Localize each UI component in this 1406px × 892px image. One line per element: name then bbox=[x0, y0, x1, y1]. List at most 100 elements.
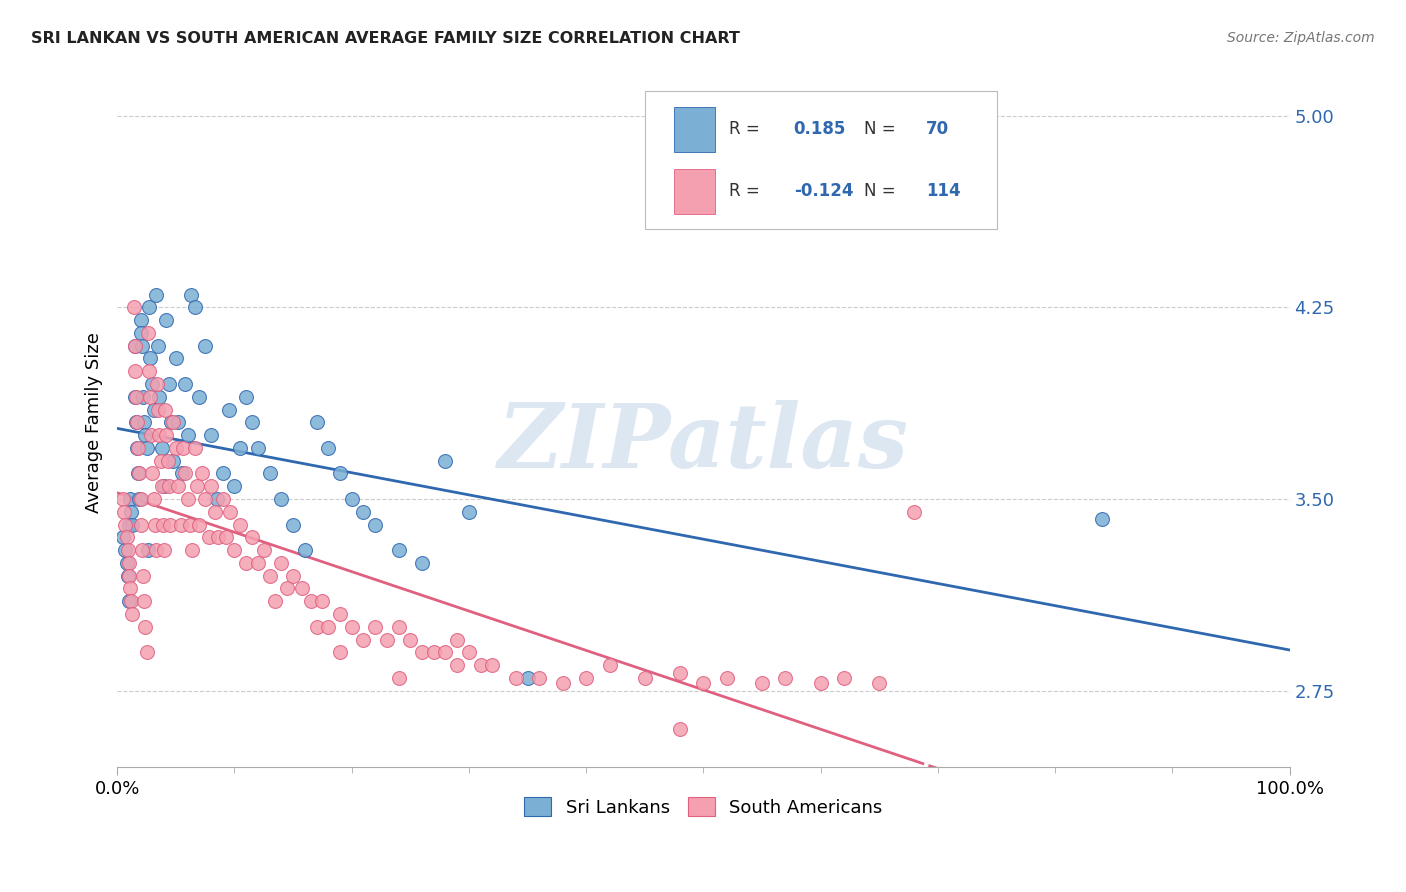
Point bbox=[211, 467, 233, 481]
Point bbox=[224, 479, 246, 493]
Point bbox=[305, 415, 328, 429]
Point bbox=[129, 491, 152, 506]
Y-axis label: Average Family Size: Average Family Size bbox=[86, 332, 103, 513]
Point bbox=[181, 543, 204, 558]
Point bbox=[122, 301, 145, 315]
Point bbox=[162, 415, 184, 429]
Point bbox=[134, 415, 156, 429]
Point bbox=[1091, 512, 1114, 526]
Point bbox=[124, 364, 146, 378]
Point bbox=[200, 479, 222, 493]
Point bbox=[364, 517, 387, 532]
Point bbox=[188, 390, 211, 404]
Point bbox=[387, 620, 409, 634]
Point bbox=[139, 390, 162, 404]
Point bbox=[117, 568, 139, 582]
Point bbox=[114, 517, 136, 532]
Point bbox=[246, 441, 269, 455]
Point bbox=[276, 582, 298, 596]
Point bbox=[246, 556, 269, 570]
Point bbox=[446, 658, 468, 673]
Point bbox=[810, 676, 832, 690]
Point bbox=[138, 364, 160, 378]
Point bbox=[131, 543, 153, 558]
Point bbox=[270, 491, 292, 506]
Point bbox=[162, 453, 184, 467]
Point bbox=[118, 517, 141, 532]
Point bbox=[148, 428, 170, 442]
Point bbox=[224, 543, 246, 558]
Point bbox=[115, 556, 138, 570]
Point bbox=[128, 491, 150, 506]
Point bbox=[112, 505, 135, 519]
Point bbox=[127, 441, 149, 455]
Point bbox=[194, 339, 217, 353]
Point bbox=[692, 676, 714, 690]
Point bbox=[148, 339, 170, 353]
Text: 114: 114 bbox=[927, 182, 960, 201]
Point bbox=[458, 645, 481, 659]
Point bbox=[127, 441, 149, 455]
Point bbox=[253, 543, 276, 558]
Point bbox=[118, 594, 141, 608]
Point bbox=[145, 287, 167, 301]
Point bbox=[264, 594, 287, 608]
Point bbox=[575, 671, 598, 685]
Point bbox=[155, 313, 177, 327]
Point bbox=[112, 491, 135, 506]
Point bbox=[165, 441, 187, 455]
Point bbox=[291, 582, 314, 596]
Point bbox=[240, 530, 263, 544]
Point bbox=[352, 632, 374, 647]
Point bbox=[340, 620, 363, 634]
Point bbox=[387, 671, 409, 685]
Text: 0.185: 0.185 bbox=[794, 120, 846, 138]
Point bbox=[529, 671, 551, 685]
Point bbox=[121, 607, 143, 621]
Point bbox=[375, 632, 398, 647]
Point bbox=[131, 339, 153, 353]
Point bbox=[716, 671, 738, 685]
Point bbox=[868, 676, 890, 690]
Point bbox=[141, 377, 163, 392]
Text: Source: ZipAtlas.com: Source: ZipAtlas.com bbox=[1227, 31, 1375, 45]
Point bbox=[169, 517, 191, 532]
Legend: Sri Lankans, South Americans: Sri Lankans, South Americans bbox=[517, 790, 890, 824]
Point bbox=[129, 326, 152, 340]
Point bbox=[204, 505, 226, 519]
Text: SRI LANKAN VS SOUTH AMERICAN AVERAGE FAMILY SIZE CORRELATION CHART: SRI LANKAN VS SOUTH AMERICAN AVERAGE FAM… bbox=[31, 31, 740, 46]
Point bbox=[149, 453, 172, 467]
Point bbox=[134, 428, 156, 442]
Point bbox=[120, 582, 142, 596]
Point bbox=[129, 313, 152, 327]
Point bbox=[180, 287, 202, 301]
Point bbox=[174, 377, 197, 392]
Point bbox=[148, 390, 170, 404]
Point bbox=[153, 543, 176, 558]
Point bbox=[305, 620, 328, 634]
Point bbox=[114, 543, 136, 558]
Point bbox=[115, 530, 138, 544]
Point bbox=[329, 467, 352, 481]
Point bbox=[188, 517, 211, 532]
Point bbox=[411, 556, 433, 570]
Text: N =: N = bbox=[865, 182, 901, 201]
Point bbox=[316, 620, 339, 634]
Point bbox=[599, 658, 621, 673]
Text: -0.124: -0.124 bbox=[794, 182, 853, 201]
Point bbox=[120, 505, 142, 519]
Point bbox=[194, 491, 217, 506]
Point bbox=[218, 402, 240, 417]
Point bbox=[434, 453, 457, 467]
Point bbox=[281, 517, 304, 532]
Point bbox=[775, 671, 797, 685]
Point bbox=[259, 568, 281, 582]
Point bbox=[340, 491, 363, 506]
Point bbox=[143, 517, 166, 532]
Point bbox=[434, 645, 457, 659]
Point bbox=[170, 467, 193, 481]
Point bbox=[634, 671, 657, 685]
Point bbox=[186, 479, 208, 493]
Point bbox=[125, 415, 148, 429]
Point bbox=[127, 467, 149, 481]
